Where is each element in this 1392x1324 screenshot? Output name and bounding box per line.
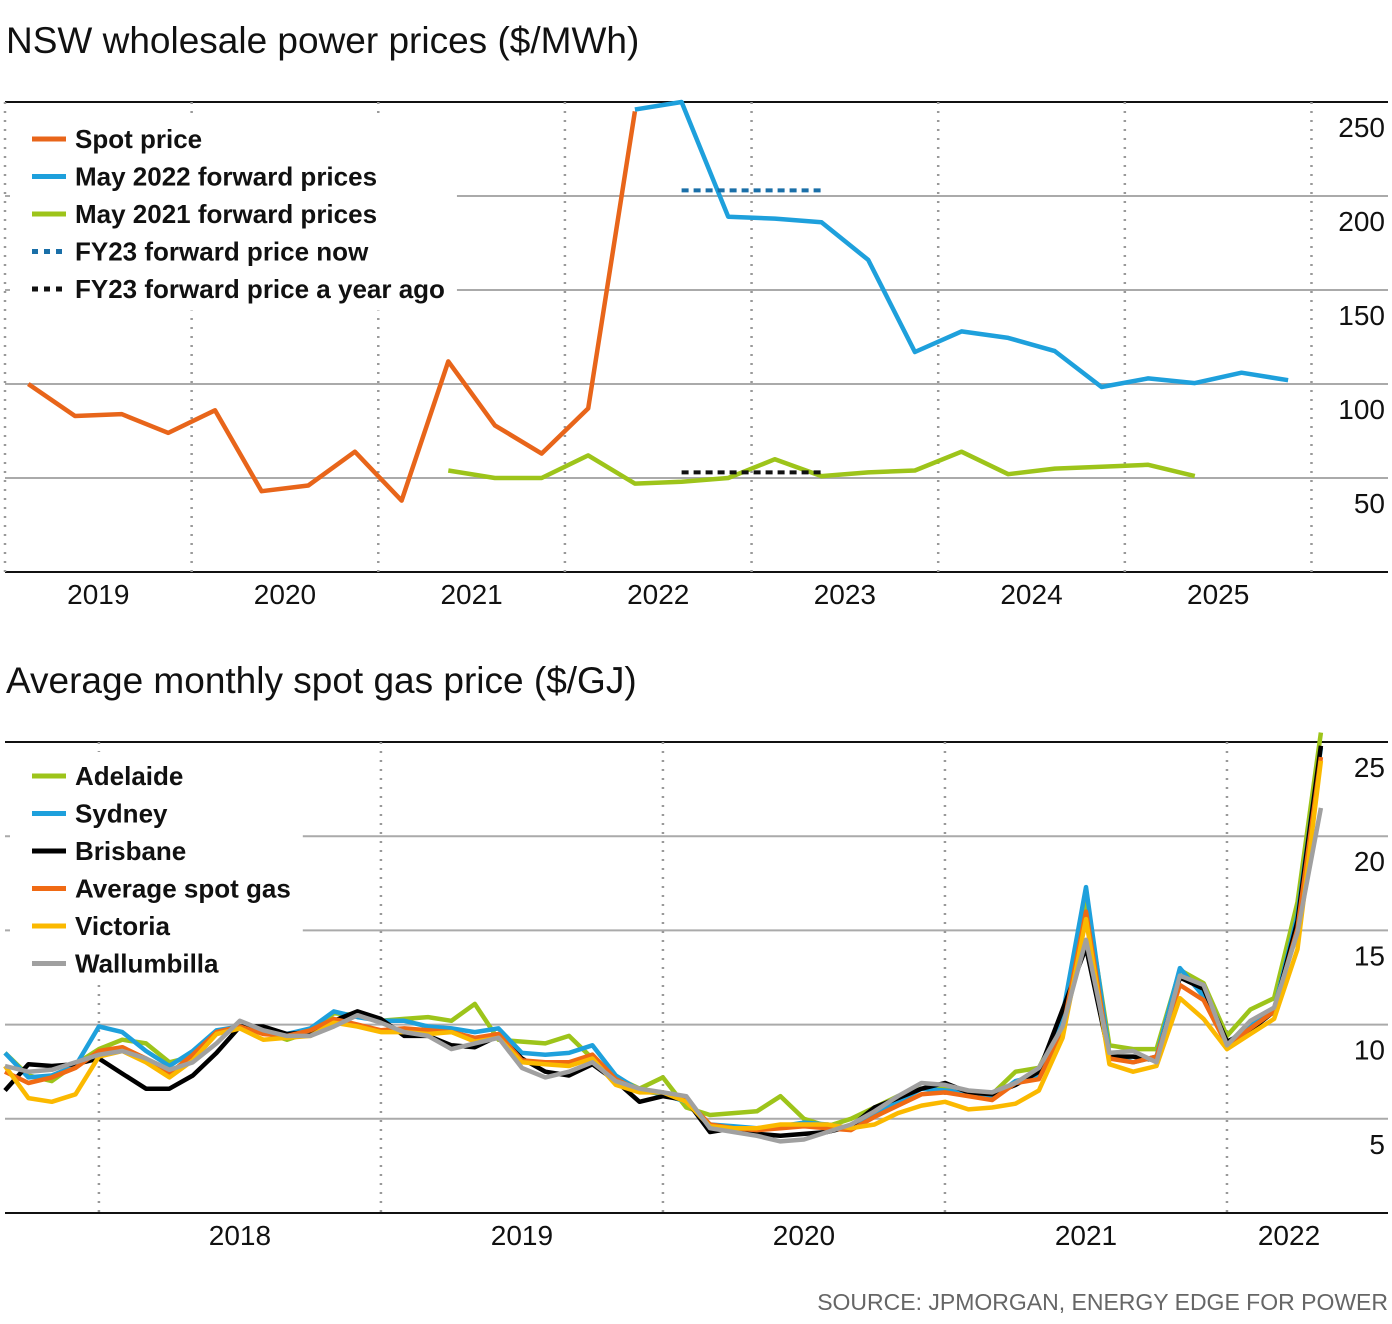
x-tick-label: 2021: [1055, 1220, 1117, 1251]
x-tick-label: 2020: [254, 579, 316, 610]
y-tick-label: 10: [1354, 1035, 1385, 1066]
line-series: [27, 111, 638, 503]
line-series: [447, 449, 1196, 486]
x-tick-label: 2025: [1187, 579, 1249, 610]
y-tick-label: 20: [1354, 846, 1385, 877]
legend-label: Brisbane: [75, 836, 186, 866]
x-tick-label: 2020: [773, 1220, 835, 1251]
line-series: [4, 807, 1324, 1144]
y-tick-label: 5: [1369, 1129, 1385, 1160]
legend-label: Sydney: [75, 799, 168, 829]
x-tick-label: 2018: [209, 1220, 271, 1251]
legend-label: Wallumbilla: [75, 949, 219, 979]
legend-label: Adelaide: [75, 761, 183, 791]
y-tick-label: 200: [1338, 206, 1385, 237]
y-tick-label: 15: [1354, 940, 1385, 971]
legend-label: Victoria: [75, 911, 170, 941]
y-tick-label: 100: [1338, 394, 1385, 425]
x-tick-label: 2019: [491, 1220, 553, 1251]
legend-label: FY23 forward price now: [75, 237, 369, 267]
x-tick-label: 2022: [1258, 1220, 1320, 1251]
y-tick-label: 25: [1354, 752, 1385, 783]
x-tick-label: 2024: [1000, 579, 1062, 610]
x-tick-label: 2021: [440, 579, 502, 610]
legend-background: [10, 752, 303, 985]
source: SOURCE: JPMORGAN, ENERGY EDGE FOR POWER: [817, 1289, 1388, 1315]
x-tick-label: 2019: [67, 579, 129, 610]
chart-title: NSW wholesale power prices ($/MWh): [6, 20, 639, 61]
y-tick-label: 50: [1354, 488, 1385, 519]
y-tick-label: 150: [1338, 300, 1385, 331]
legend-background: [10, 115, 457, 311]
legend-label: May 2022 forward prices: [75, 162, 377, 192]
legend-label: Average spot gas: [75, 874, 291, 904]
legend-label: FY23 forward price a year ago: [75, 274, 445, 304]
line-series: [634, 99, 1289, 390]
y-tick-label: 250: [1338, 112, 1385, 143]
x-tick-label: 2023: [814, 579, 876, 610]
chart-title: Average monthly spot gas price ($/GJ): [6, 660, 637, 701]
legend-label: Spot price: [75, 124, 202, 154]
x-tick-label: 2022: [627, 579, 689, 610]
legend-label: May 2021 forward prices: [75, 199, 377, 229]
